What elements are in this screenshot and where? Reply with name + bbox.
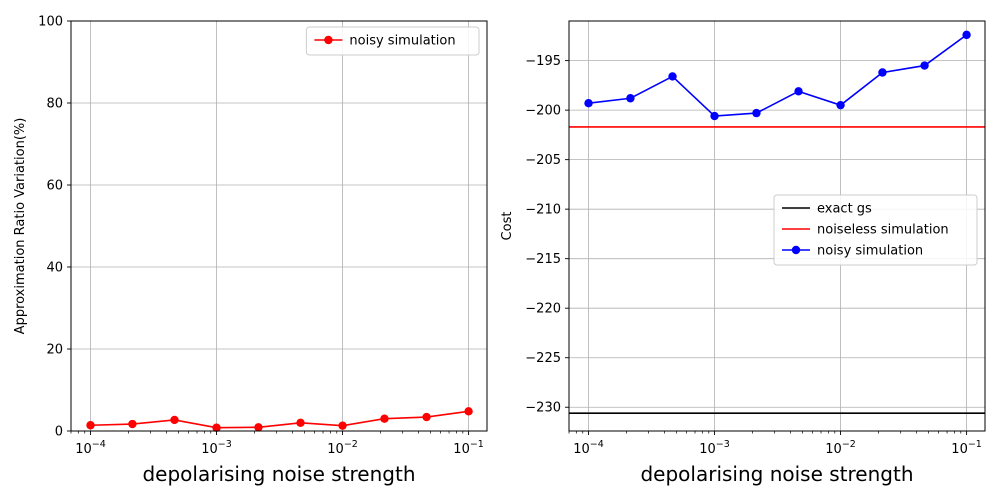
y-axis: −195 −200 −205 −210 −215 −220 −225 −230 Cost bbox=[500, 54, 569, 416]
legend-box bbox=[305, 26, 480, 56]
y-tick-label: −200 bbox=[525, 104, 561, 119]
data-point bbox=[422, 412, 431, 422]
chart-cost: 10−4 10−3 10−2 10−1 depolarising noise stren… bbox=[500, 20, 986, 486]
data-point bbox=[962, 30, 971, 40]
legend-label: noisy simulation bbox=[349, 34, 455, 49]
data-point bbox=[920, 61, 929, 70]
data-point bbox=[254, 423, 263, 432]
x-tick-label: 10−3 bbox=[699, 439, 730, 457]
legend-label: noisy simulation bbox=[817, 244, 923, 259]
plot-frame bbox=[70, 20, 488, 432]
grid bbox=[71, 20, 487, 432]
legend: noisy simulation bbox=[305, 26, 480, 56]
data-point bbox=[626, 94, 635, 103]
y-axis-label: Cost bbox=[500, 212, 515, 241]
data-point bbox=[86, 421, 95, 430]
x-tick-label: 10−2 bbox=[825, 439, 856, 457]
y-tick-label: 20 bbox=[46, 343, 63, 358]
data-point bbox=[878, 68, 887, 77]
data-point bbox=[380, 414, 389, 423]
x-axis: 10−4 10−3 10−2 10−1 depolarising noise stren… bbox=[573, 431, 982, 486]
x-tick-label: 10−1 bbox=[453, 439, 484, 457]
x-axis-label: depolarising noise strength bbox=[640, 462, 913, 486]
y-tick-label: 40 bbox=[46, 261, 63, 276]
y-tick-label: −210 bbox=[525, 203, 561, 218]
y-tick-label: −220 bbox=[525, 302, 561, 317]
series-noisy-simulation bbox=[86, 407, 473, 432]
data-point bbox=[752, 108, 761, 118]
legend-label: exact gs bbox=[817, 202, 872, 217]
y-tick-label: −205 bbox=[525, 153, 561, 168]
x-tick-label: 10−1 bbox=[951, 439, 982, 457]
series-line bbox=[588, 34, 968, 117]
x-axis-label: depolarising noise strength bbox=[142, 462, 415, 486]
x-tick-label: 10−3 bbox=[201, 439, 232, 457]
y-axis: 0 20 40 60 80 100 Approximation Ratio Variatio… bbox=[13, 15, 71, 440]
y-tick-label: −230 bbox=[525, 401, 561, 416]
series-noisy-simulation bbox=[584, 30, 971, 121]
legend-label: noiseless simulation bbox=[817, 223, 949, 238]
x-tick-label: 10−4 bbox=[573, 439, 604, 457]
data-point bbox=[794, 87, 803, 96]
legend-marker bbox=[324, 35, 333, 45]
legend-box bbox=[773, 194, 978, 266]
legend-marker bbox=[791, 245, 801, 255]
x-tick-label: 10−4 bbox=[75, 439, 106, 457]
data-point bbox=[836, 100, 845, 110]
data-point bbox=[710, 111, 719, 121]
data-point bbox=[212, 423, 221, 432]
data-point bbox=[128, 419, 137, 429]
data-point bbox=[338, 421, 347, 430]
y-tick-label: −215 bbox=[525, 252, 561, 267]
data-point bbox=[170, 415, 179, 425]
y-tick-label: 100 bbox=[38, 15, 63, 30]
data-point bbox=[296, 418, 305, 427]
series-line bbox=[90, 410, 469, 429]
y-tick-label: 0 bbox=[55, 425, 63, 440]
chart-approximation-ratio: 10−4 10−3 10−2 10−1 depolarising noise stren… bbox=[13, 15, 488, 486]
y-tick-label: −195 bbox=[525, 54, 561, 69]
y-axis-label: Approximation Ratio Variation(%) bbox=[13, 118, 28, 335]
data-point bbox=[668, 72, 677, 81]
x-tick-label: 10−2 bbox=[327, 439, 358, 457]
y-tick-label: 60 bbox=[46, 179, 63, 194]
data-point bbox=[584, 98, 593, 108]
y-tick-label: −225 bbox=[525, 351, 561, 366]
x-axis: 10−4 10−3 10−2 10−1 depolarising noise stren… bbox=[75, 431, 484, 486]
data-point bbox=[464, 407, 473, 416]
y-tick-label: 80 bbox=[46, 97, 63, 112]
plot-frame bbox=[568, 20, 986, 432]
legend: exact gs noiseless simulation noisy simula… bbox=[773, 194, 978, 266]
